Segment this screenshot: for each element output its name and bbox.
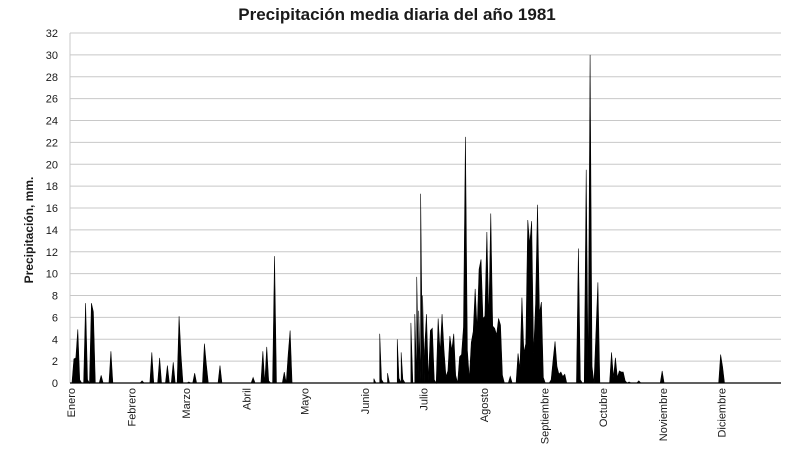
y-tick-label: 22 [46,137,58,149]
month-label: Febrero [126,388,138,427]
gridlines [69,32,781,384]
y-tick-label: 24 [46,116,58,128]
month-label: Noviembre [658,388,670,441]
y-tick-label: 14 [46,225,58,237]
month-label: Abril [241,388,253,410]
month-label: Agosto [479,388,491,422]
y-tick-label: 6 [52,312,58,324]
y-tick-label: 4 [52,334,58,346]
y-axis-label: Precipitación, mm. [22,177,36,284]
chart-title: Precipitación media diaria del año 1981 [238,5,555,24]
month-label: Marzo [181,388,193,419]
month-label: Diciembre [717,388,729,438]
month-label: Julio [419,388,431,411]
y-tick-label: 16 [46,203,58,215]
month-label: Septiembre [539,388,551,444]
month-label: Enero [66,388,78,417]
precipitation-area [71,54,781,385]
y-tick-label: 10 [46,269,58,281]
y-tick-label: 28 [46,72,58,84]
y-tick-label: 18 [46,181,58,193]
y-tick-label: 2 [52,356,58,368]
y-tick-label: 12 [46,247,58,259]
y-tick-label: 32 [46,28,58,40]
y-tick-label: 20 [46,159,58,171]
y-tick-label: 0 [52,378,58,390]
y-tick-label: 30 [46,50,58,62]
month-label: Junio [360,388,372,414]
month-label: Mayo [300,388,312,415]
month-labels: Enero Febrero Marzo Abril Mayo Junio Julio Agos… [66,388,729,444]
y-tick-label: 8 [52,291,58,303]
month-label: Octubre [598,388,610,427]
y-tick-label: 26 [46,94,58,106]
